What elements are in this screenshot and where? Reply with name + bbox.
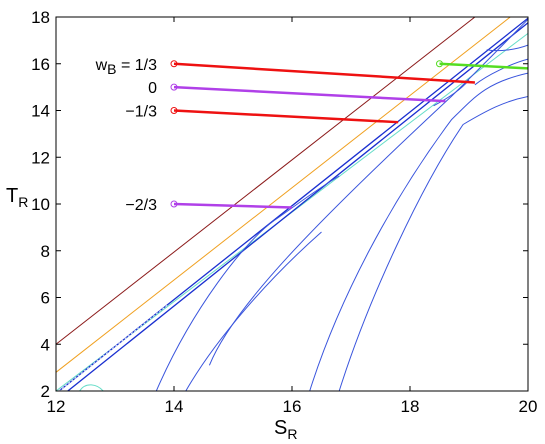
plot-frame xyxy=(55,16,529,392)
series-start-marker xyxy=(170,83,178,91)
blue-contour-line xyxy=(474,58,528,86)
curve-labels: wB = 1/3 0 −1/3 −2/3 xyxy=(95,57,157,214)
curve-label: −1/3 xyxy=(125,104,157,121)
series-line xyxy=(173,62,475,84)
series-line xyxy=(439,62,528,70)
y-tick-label: 8 xyxy=(41,242,50,261)
series-line xyxy=(173,85,446,103)
cyan-contour-line xyxy=(79,384,104,391)
x-tick-label: 12 xyxy=(47,397,66,416)
x-tick-label: 14 xyxy=(165,397,184,416)
y-axis-label: TR xyxy=(6,185,28,210)
series-lines xyxy=(170,60,528,209)
y-tick-label: 6 xyxy=(41,289,50,308)
series-start-marker xyxy=(170,60,178,68)
x-tick-label: 18 xyxy=(401,397,420,416)
series-start-marker xyxy=(170,107,178,114)
y-tick-label: 12 xyxy=(31,148,50,167)
blue-contour-line xyxy=(486,44,528,52)
diagonal-contour-line xyxy=(56,17,511,373)
curve-label: −2/3 xyxy=(125,197,157,214)
y-tick-label: 2 xyxy=(41,382,50,401)
x-tick-label: 20 xyxy=(519,397,538,416)
curve-label: wB = 1/3 xyxy=(95,57,157,77)
tick-labels: 12 14 16 18 20 2 4 6 8 10 12 14 16 18 xyxy=(31,8,537,416)
y-tick-label: 16 xyxy=(31,55,50,74)
x-axis-label: SR xyxy=(274,417,297,442)
blue-contour-line xyxy=(67,22,528,391)
y-tick-label: 10 xyxy=(31,195,50,214)
series-line xyxy=(173,109,399,124)
y-tick-label: 18 xyxy=(31,8,50,27)
diagonal-contour-line xyxy=(56,17,476,345)
blue-contour-line xyxy=(338,96,528,391)
blue-contour-line xyxy=(309,72,528,391)
plot-area xyxy=(56,17,528,391)
dotted-segment xyxy=(58,304,169,391)
blue-contour-line xyxy=(208,18,528,366)
y-tick-label: 4 xyxy=(41,335,50,354)
series-line xyxy=(173,202,293,209)
blue-contour-line xyxy=(155,175,340,391)
blue-contour-line xyxy=(185,231,322,391)
series-start-marker xyxy=(436,60,443,68)
series-start-marker xyxy=(170,200,178,208)
curve-label: 0 xyxy=(148,80,157,97)
y-tick-label: 14 xyxy=(31,102,50,121)
x-tick-label: 16 xyxy=(283,397,302,416)
